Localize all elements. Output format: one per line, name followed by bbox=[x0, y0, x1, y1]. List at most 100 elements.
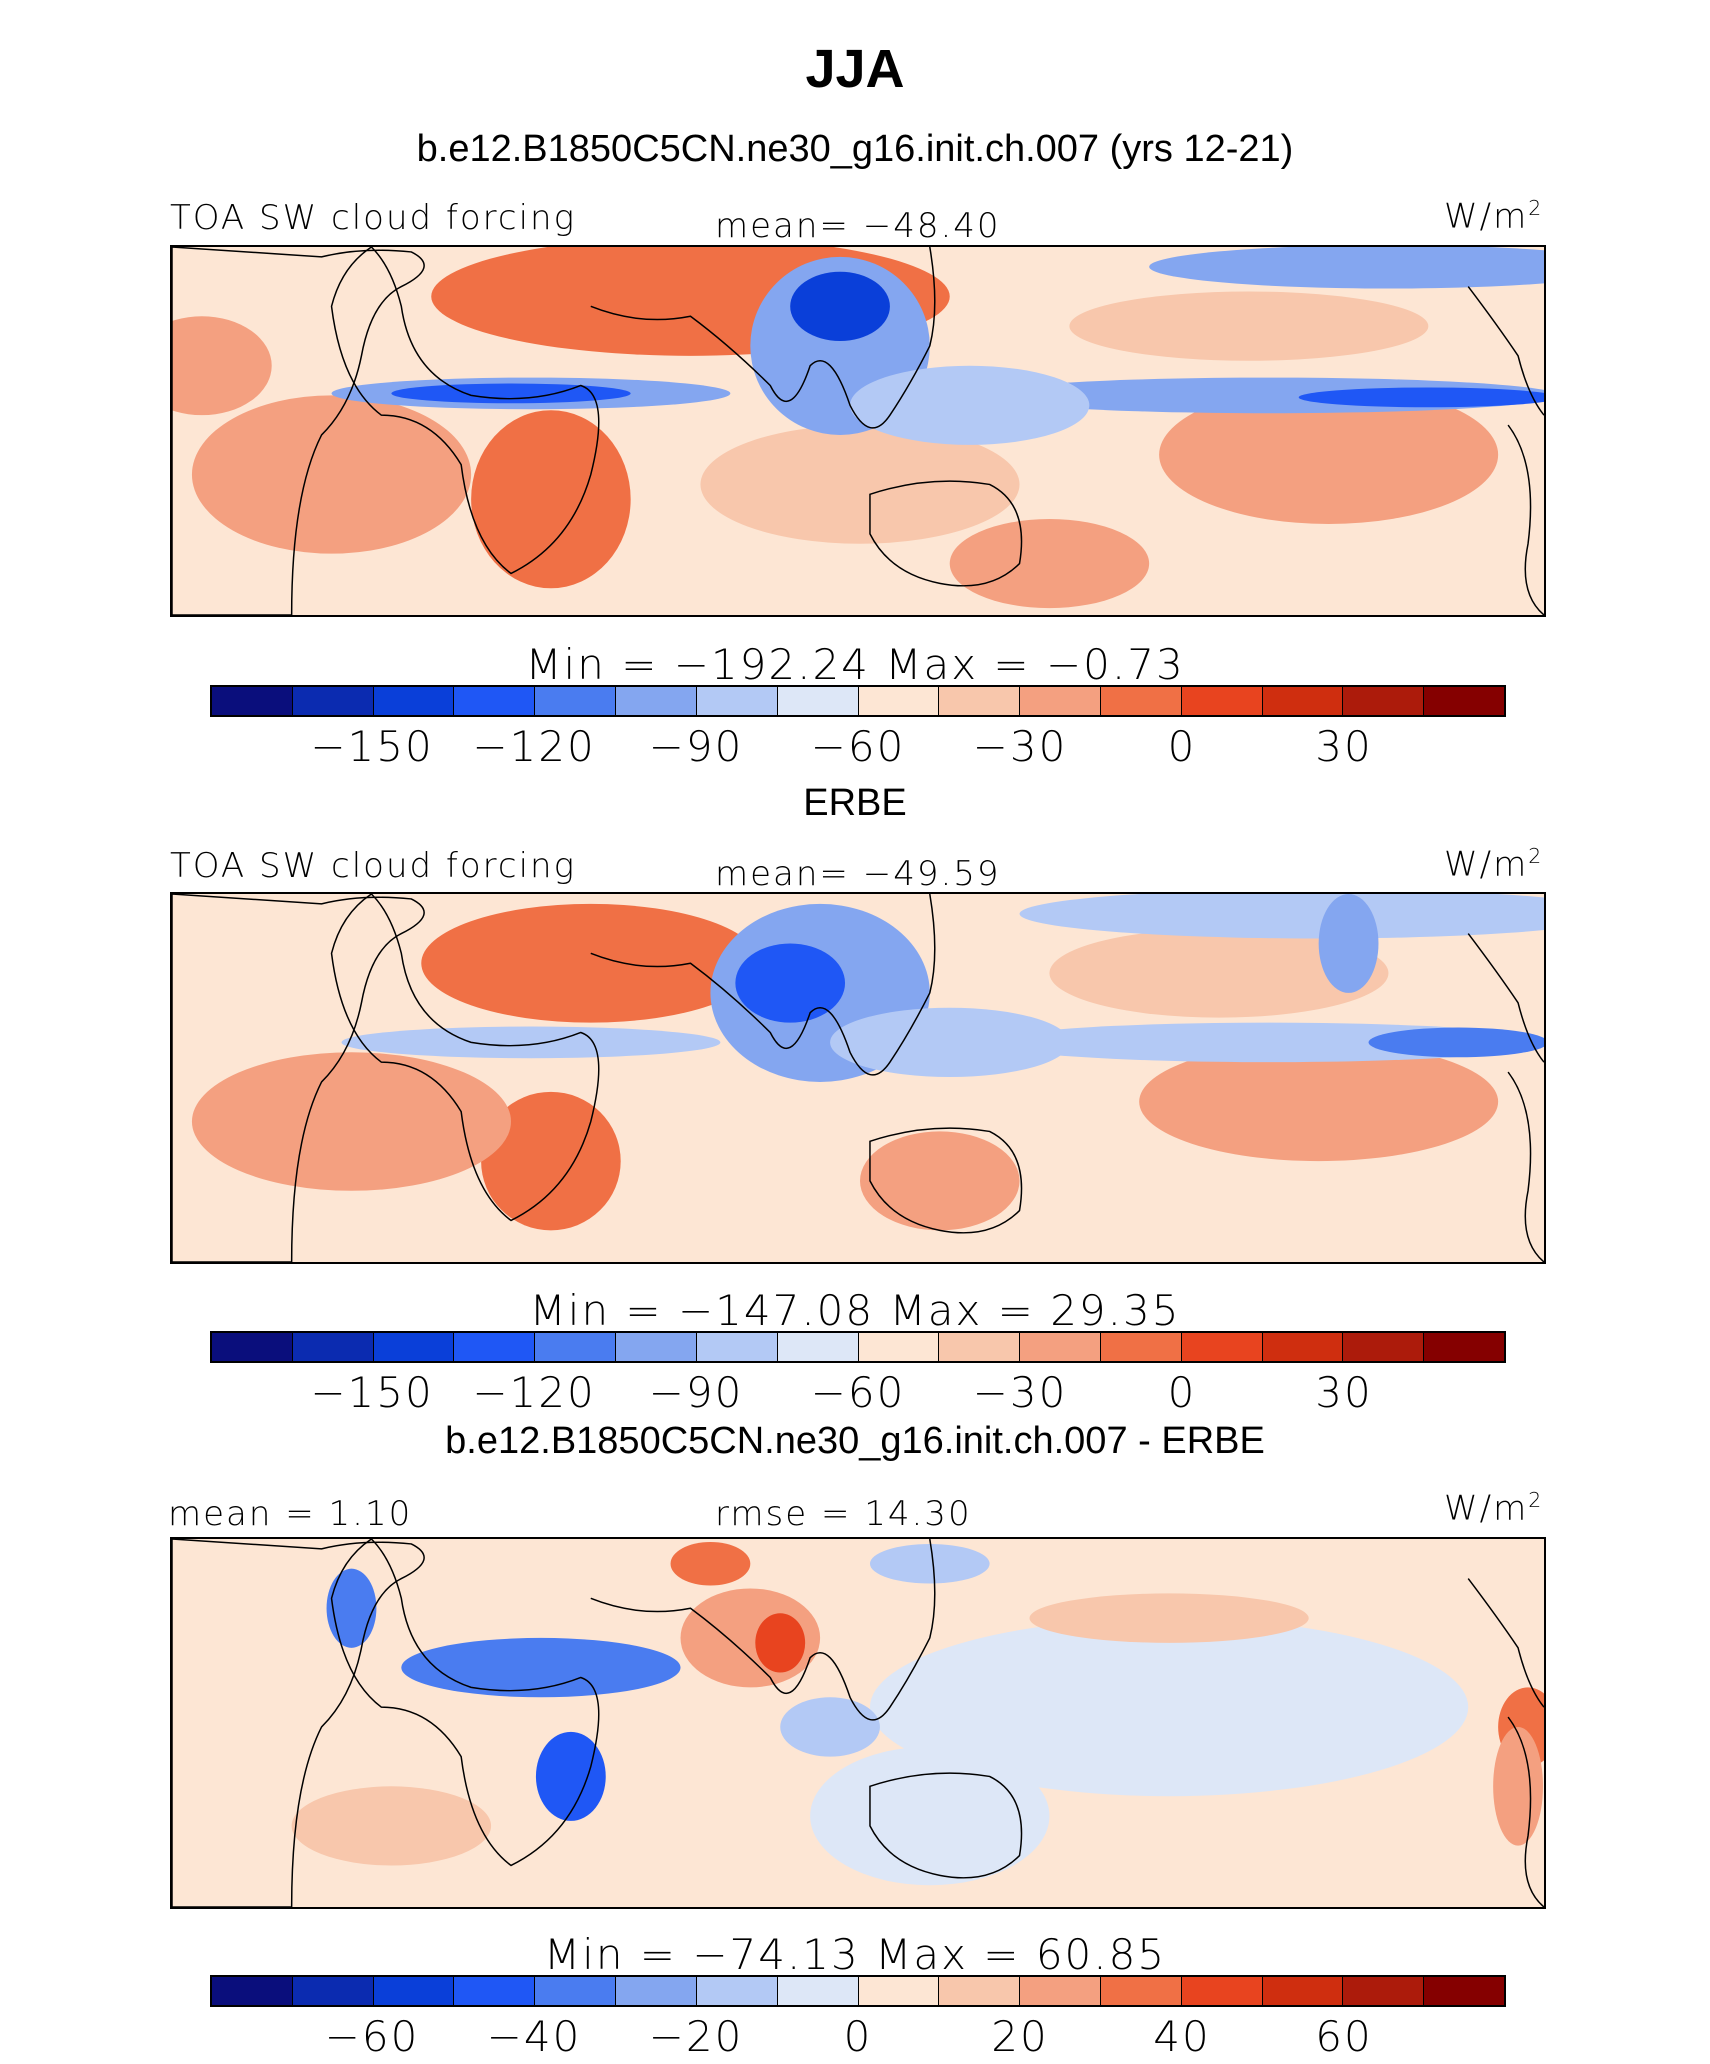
cbar-swatch bbox=[858, 687, 940, 715]
cbar-swatch bbox=[1020, 1333, 1101, 1361]
map3-asia-outline bbox=[590, 1539, 936, 1721]
cbar-tick-label: −60 bbox=[810, 722, 906, 771]
cbar-swatch bbox=[1262, 1977, 1344, 2005]
cbar-swatch bbox=[777, 1977, 859, 2005]
map3-pacific-diff bbox=[869, 1618, 1469, 1797]
cbar-swatch bbox=[696, 1977, 778, 2005]
cbar-swatch bbox=[777, 1333, 859, 1361]
cbar-swatch bbox=[454, 687, 536, 715]
map1-australia-outline bbox=[869, 480, 1023, 587]
cbar-tick-label: 40 bbox=[1153, 2012, 1211, 2061]
cbar-swatch bbox=[616, 1977, 697, 2005]
map1-asia-outline bbox=[590, 247, 936, 429]
cbar-swatch bbox=[1181, 1333, 1263, 1361]
cbar-swatch bbox=[1343, 1333, 1425, 1361]
map2-sahara-field bbox=[421, 903, 761, 1023]
cbar-swatch bbox=[939, 1333, 1021, 1361]
cbar-swatch bbox=[292, 687, 374, 715]
cbar-swatch bbox=[1424, 1333, 1504, 1361]
map2-asia-outline bbox=[590, 894, 936, 1076]
map2-australia-outline bbox=[869, 1127, 1023, 1234]
cbar-tick-label: −90 bbox=[648, 1368, 744, 1417]
cbar-swatch bbox=[939, 687, 1021, 715]
cbar-swatch bbox=[454, 1333, 536, 1361]
panel-3-map bbox=[170, 1537, 1546, 1909]
cbar-swatch bbox=[1020, 687, 1101, 715]
cbar-swatch bbox=[1424, 1977, 1504, 2005]
cbar-tick-label: 0 bbox=[1167, 722, 1197, 771]
cbar-tick-label: −150 bbox=[310, 722, 434, 771]
panel-3-colorbar bbox=[210, 1975, 1506, 2007]
cbar-swatch bbox=[373, 687, 455, 715]
cbar-tick-label: 60 bbox=[1315, 2012, 1373, 2061]
panel-2-map bbox=[170, 892, 1546, 1264]
cbar-swatch bbox=[535, 687, 617, 715]
panel-3-rmse-label: rmse = 14.30 bbox=[715, 1494, 972, 1534]
cbar-tick-label: 20 bbox=[991, 2012, 1049, 2061]
panel-2-variable-label: TOA SW cloud forcing bbox=[170, 846, 576, 886]
cbar-swatch bbox=[1343, 687, 1425, 715]
cbar-swatch bbox=[858, 1333, 940, 1361]
panel-2-colorbar bbox=[210, 1331, 1506, 1363]
panel-3-heading: b.e12.B1850C5CN.ne30_g16.init.ch.007 - E… bbox=[445, 1420, 1265, 1462]
map2-north-pacific-cloud bbox=[1019, 894, 1544, 939]
panel-1-map bbox=[170, 245, 1546, 617]
cbar-tick-label: 30 bbox=[1315, 1368, 1373, 1417]
panel-1-heading: b.e12.B1850C5CN.ne30_g16.init.ch.007 (yr… bbox=[416, 128, 1294, 170]
cbar-swatch bbox=[1262, 1333, 1344, 1361]
panel-2-units: W/m2 bbox=[1444, 844, 1544, 885]
page-title: JJA bbox=[805, 39, 905, 99]
cbar-tick-label: −40 bbox=[486, 2012, 582, 2061]
cbar-tick-label: −120 bbox=[472, 1368, 596, 1417]
cbar-swatch bbox=[1100, 1977, 1182, 2005]
cbar-swatch bbox=[212, 1977, 293, 2005]
cbar-swatch bbox=[212, 687, 293, 715]
cbar-tick-label: −30 bbox=[972, 1368, 1068, 1417]
cbar-swatch bbox=[373, 1977, 455, 2005]
cbar-swatch bbox=[454, 1977, 536, 2005]
cbar-swatch bbox=[1100, 1333, 1182, 1361]
panel-2-heading: ERBE bbox=[803, 782, 907, 824]
cbar-tick-label: −60 bbox=[324, 2012, 420, 2061]
cbar-swatch bbox=[292, 1977, 374, 2005]
cbar-swatch bbox=[616, 687, 697, 715]
cbar-tick-label: 0 bbox=[843, 2012, 873, 2061]
cbar-tick-label: 30 bbox=[1315, 722, 1373, 771]
cbar-swatch bbox=[1100, 687, 1182, 715]
map1-south-africa-field bbox=[471, 410, 631, 589]
panel-1-variable-label: TOA SW cloud forcing bbox=[170, 198, 576, 238]
cbar-swatch bbox=[1020, 1977, 1101, 2005]
cbar-swatch bbox=[535, 1977, 617, 2005]
cbar-swatch bbox=[696, 1333, 778, 1361]
panel-3-minmax: Min = −74.13 Max = 60.85 bbox=[543, 1930, 1167, 1979]
cbar-swatch bbox=[1343, 1977, 1425, 2005]
cbar-swatch bbox=[1262, 687, 1344, 715]
cbar-tick-label: −150 bbox=[310, 1368, 434, 1417]
panel-1-units: W/m2 bbox=[1444, 196, 1544, 237]
cbar-swatch bbox=[858, 1977, 940, 2005]
cbar-swatch bbox=[212, 1333, 293, 1361]
map1-north-pacific-cloud bbox=[1149, 247, 1544, 289]
panel-1-colorbar bbox=[210, 685, 1506, 717]
panel-1-mean-label: mean= −48.40 bbox=[715, 206, 1001, 246]
cbar-tick-label: −60 bbox=[810, 1368, 906, 1417]
map3-africa-outline bbox=[330, 1539, 600, 1867]
cbar-swatch bbox=[696, 687, 778, 715]
map2-africa-outline bbox=[330, 894, 600, 1222]
cbar-tick-label: 0 bbox=[1167, 1368, 1197, 1417]
panel-2-mean-label: mean= −49.59 bbox=[715, 854, 1001, 894]
cbar-tick-label: −20 bbox=[648, 2012, 744, 2061]
cbar-tick-label: −120 bbox=[472, 722, 596, 771]
map1-africa-outline bbox=[330, 247, 600, 575]
panel-1-minmax: Min = −192.24 Max = −0.73 bbox=[525, 640, 1185, 689]
cbar-swatch bbox=[616, 1333, 697, 1361]
panel-2-minmax: Min = −147.08 Max = 29.35 bbox=[529, 1286, 1181, 1335]
cbar-swatch bbox=[373, 1333, 455, 1361]
map3-sahel-diff bbox=[401, 1637, 681, 1698]
cbar-tick-label: −90 bbox=[648, 722, 744, 771]
cbar-swatch bbox=[1181, 1977, 1263, 2005]
cbar-swatch bbox=[1181, 687, 1263, 715]
panel-3-mean-label: mean = 1.10 bbox=[168, 1494, 413, 1534]
cbar-swatch bbox=[777, 687, 859, 715]
cbar-swatch bbox=[292, 1333, 374, 1361]
